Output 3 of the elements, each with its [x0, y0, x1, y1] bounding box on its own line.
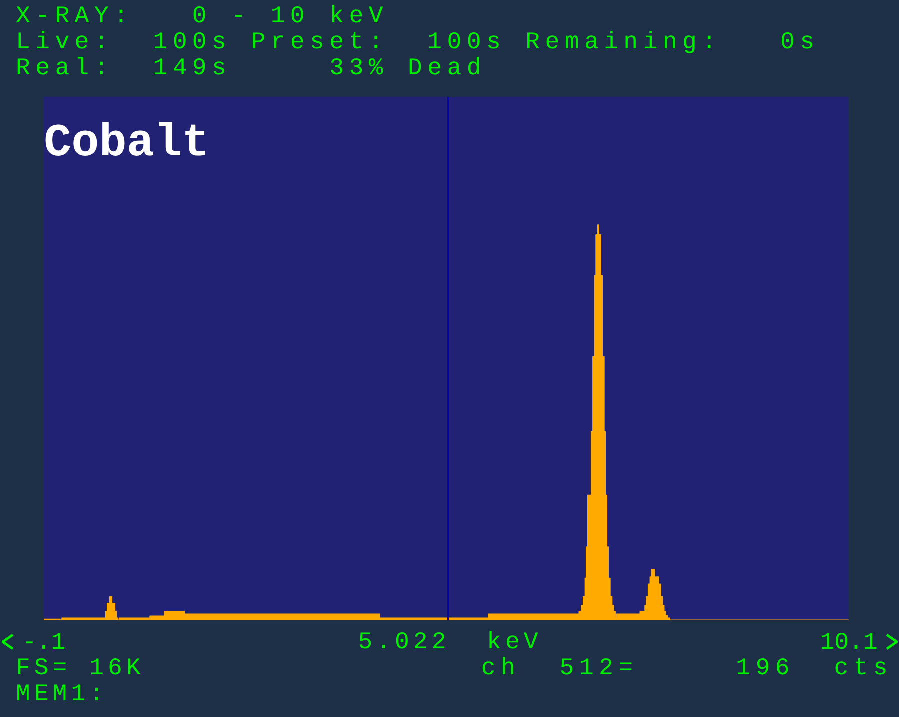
x-tick-label: 10.1: [820, 630, 878, 657]
chart-title: Cobalt: [44, 118, 210, 170]
x-tick-label: -.1: [22, 630, 66, 657]
